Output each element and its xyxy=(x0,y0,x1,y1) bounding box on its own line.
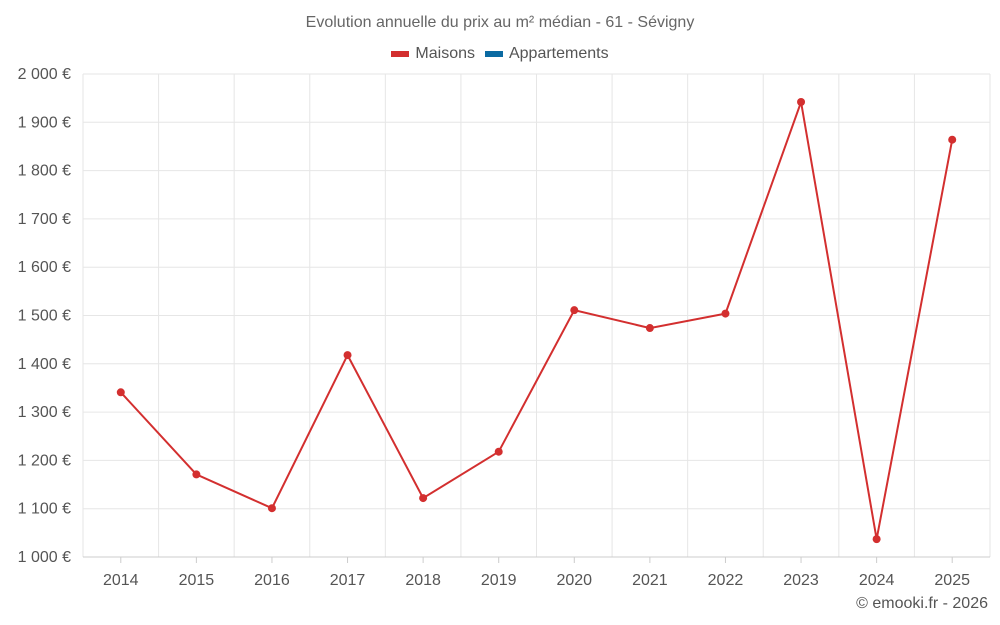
x-tick-label: 2021 xyxy=(632,572,668,589)
y-tick-label: 1 300 € xyxy=(18,404,71,421)
data-point xyxy=(872,535,881,544)
series-line-maisons xyxy=(120,98,954,540)
x-tick-label: 2017 xyxy=(330,572,366,589)
legend-swatch-appartements xyxy=(484,51,503,57)
legend-item-maisons[interactable]: Maisons xyxy=(391,45,475,63)
data-point xyxy=(570,306,579,315)
x-tick-label: 2020 xyxy=(556,572,592,589)
x-tick-label: 2018 xyxy=(405,572,441,589)
data-point xyxy=(343,351,352,360)
y-tick-label: 1 500 € xyxy=(18,308,71,325)
data-point xyxy=(645,324,654,333)
data-point xyxy=(267,504,276,513)
legend-item-appartements[interactable]: Appartements xyxy=(484,45,609,63)
data-point xyxy=(494,447,503,456)
data-point xyxy=(797,98,806,107)
data-point xyxy=(192,470,201,479)
legend: Maisons Appartements xyxy=(0,45,1000,63)
copyright-footer: © emooki.fr - 2026 xyxy=(856,595,988,612)
y-tick-label: 1 800 € xyxy=(18,163,71,180)
y-tick-label: 1 100 € xyxy=(18,501,71,518)
legend-swatch-maisons xyxy=(391,51,410,57)
x-tick-label: 2015 xyxy=(179,572,215,589)
y-tick-label: 2 000 € xyxy=(18,66,71,83)
data-point xyxy=(116,388,125,397)
x-tick-label: 2022 xyxy=(708,572,744,589)
y-tick-label: 1 200 € xyxy=(18,452,71,469)
x-tick-label: 2023 xyxy=(783,572,819,589)
x-tick-label: 2025 xyxy=(934,572,970,589)
y-tick-label: 1 600 € xyxy=(18,259,71,276)
data-point xyxy=(419,494,428,503)
legend-label-appartements: Appartements xyxy=(508,45,609,62)
chart-title: Evolution annuelle du prix au m² médian … xyxy=(305,14,695,31)
y-tick-label: 1 700 € xyxy=(18,211,71,228)
x-tick-label: 2014 xyxy=(103,572,139,589)
legend-label-maisons: Maisons xyxy=(415,45,475,62)
y-tick-label: 1 400 € xyxy=(18,356,71,373)
x-tick-label: 2024 xyxy=(859,572,895,589)
y-tick-label: 1 000 € xyxy=(18,549,71,566)
x-tick-label: 2016 xyxy=(254,572,290,589)
x-tick-label: 2019 xyxy=(481,572,517,589)
data-point xyxy=(948,135,957,144)
y-tick-label: 1 900 € xyxy=(18,114,71,131)
data-point xyxy=(721,309,730,318)
